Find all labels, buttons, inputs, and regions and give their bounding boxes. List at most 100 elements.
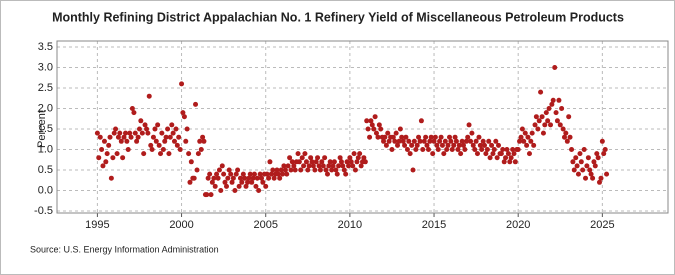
- data-point: [563, 130, 569, 136]
- data-point: [235, 167, 241, 173]
- data-point: [113, 126, 119, 132]
- data-point: [216, 167, 222, 173]
- data-point: [139, 130, 145, 136]
- data-point: [399, 134, 405, 140]
- data-point: [197, 138, 203, 144]
- data-point: [247, 171, 253, 177]
- y-tick-label: 0.0: [38, 184, 53, 196]
- data-point: [533, 114, 539, 120]
- data-point: [507, 159, 513, 165]
- data-point: [221, 171, 227, 177]
- data-point: [434, 142, 440, 148]
- data-point: [369, 122, 375, 128]
- data-point: [552, 65, 558, 70]
- data-point: [400, 138, 406, 144]
- data-point: [240, 171, 246, 177]
- data-point: [424, 142, 430, 148]
- data-point: [274, 167, 280, 173]
- data-point: [590, 175, 596, 181]
- data-point: [171, 138, 177, 144]
- data-point: [344, 159, 350, 165]
- data-point: [392, 138, 398, 144]
- data-point: [592, 163, 598, 169]
- data-point: [389, 147, 395, 152]
- data-point: [587, 167, 593, 173]
- y-tick-label: 3.0: [38, 61, 53, 73]
- data-point: [569, 147, 575, 152]
- y-tick-label: 2.0: [38, 102, 53, 114]
- data-point: [284, 171, 290, 177]
- data-point: [441, 151, 447, 157]
- data-point: [336, 163, 342, 169]
- data-point: [396, 138, 402, 144]
- data-point: [110, 155, 116, 161]
- data-point: [543, 110, 549, 116]
- data-point: [222, 179, 228, 185]
- data-point: [173, 126, 179, 132]
- data-point: [526, 151, 532, 157]
- data-point: [156, 142, 162, 148]
- data-point: [453, 138, 459, 144]
- data-point: [539, 114, 545, 120]
- data-point: [479, 147, 485, 152]
- data-point: [277, 175, 283, 181]
- data-point: [512, 159, 518, 165]
- data-point: [416, 134, 422, 140]
- data-point: [487, 155, 493, 161]
- y-tick-label: 1.0: [38, 143, 53, 155]
- data-point: [186, 151, 192, 157]
- data-point: [456, 142, 462, 148]
- data-point: [129, 106, 135, 111]
- data-point: [166, 151, 172, 157]
- data-point: [198, 147, 204, 152]
- data-point: [104, 151, 110, 157]
- data-point: [367, 134, 373, 140]
- data-point: [331, 159, 337, 165]
- data-point: [106, 142, 112, 148]
- data-point: [115, 134, 121, 140]
- data-point: [200, 134, 206, 140]
- data-point: [413, 147, 419, 152]
- data-point: [451, 142, 457, 148]
- data-point: [153, 138, 159, 144]
- data-point: [135, 134, 141, 140]
- data-point: [330, 163, 336, 169]
- data-point: [94, 130, 100, 136]
- data-point: [268, 171, 274, 177]
- data-point: [114, 151, 120, 157]
- data-point: [448, 138, 454, 144]
- data-point: [596, 179, 602, 185]
- data-point: [351, 151, 357, 157]
- data-point: [517, 138, 523, 144]
- data-point: [445, 142, 451, 148]
- data-point: [287, 155, 293, 161]
- data-point: [381, 138, 387, 144]
- data-point: [439, 142, 445, 148]
- data-point: [145, 130, 151, 136]
- data-point: [155, 122, 161, 128]
- data-point: [211, 175, 217, 181]
- data-point: [243, 183, 249, 189]
- data-point: [410, 167, 416, 173]
- data-point: [225, 175, 231, 181]
- data-point: [409, 142, 415, 148]
- data-point: [449, 147, 455, 152]
- data-point: [580, 167, 586, 173]
- data-point: [266, 175, 272, 181]
- data-point: [146, 93, 152, 99]
- data-point: [327, 159, 333, 165]
- data-point: [503, 155, 509, 161]
- data-point: [482, 142, 488, 148]
- data-point: [570, 159, 576, 165]
- data-point: [259, 175, 265, 181]
- data-point: [573, 155, 579, 161]
- data-point: [584, 163, 590, 169]
- data-point: [469, 130, 475, 136]
- data-point: [165, 126, 171, 132]
- data-point: [223, 183, 229, 189]
- chart-title: Monthly Refining District Appalachian No…: [52, 10, 624, 24]
- data-point: [348, 159, 354, 165]
- data-point: [437, 138, 443, 144]
- data-point: [458, 151, 464, 157]
- data-point: [117, 130, 123, 136]
